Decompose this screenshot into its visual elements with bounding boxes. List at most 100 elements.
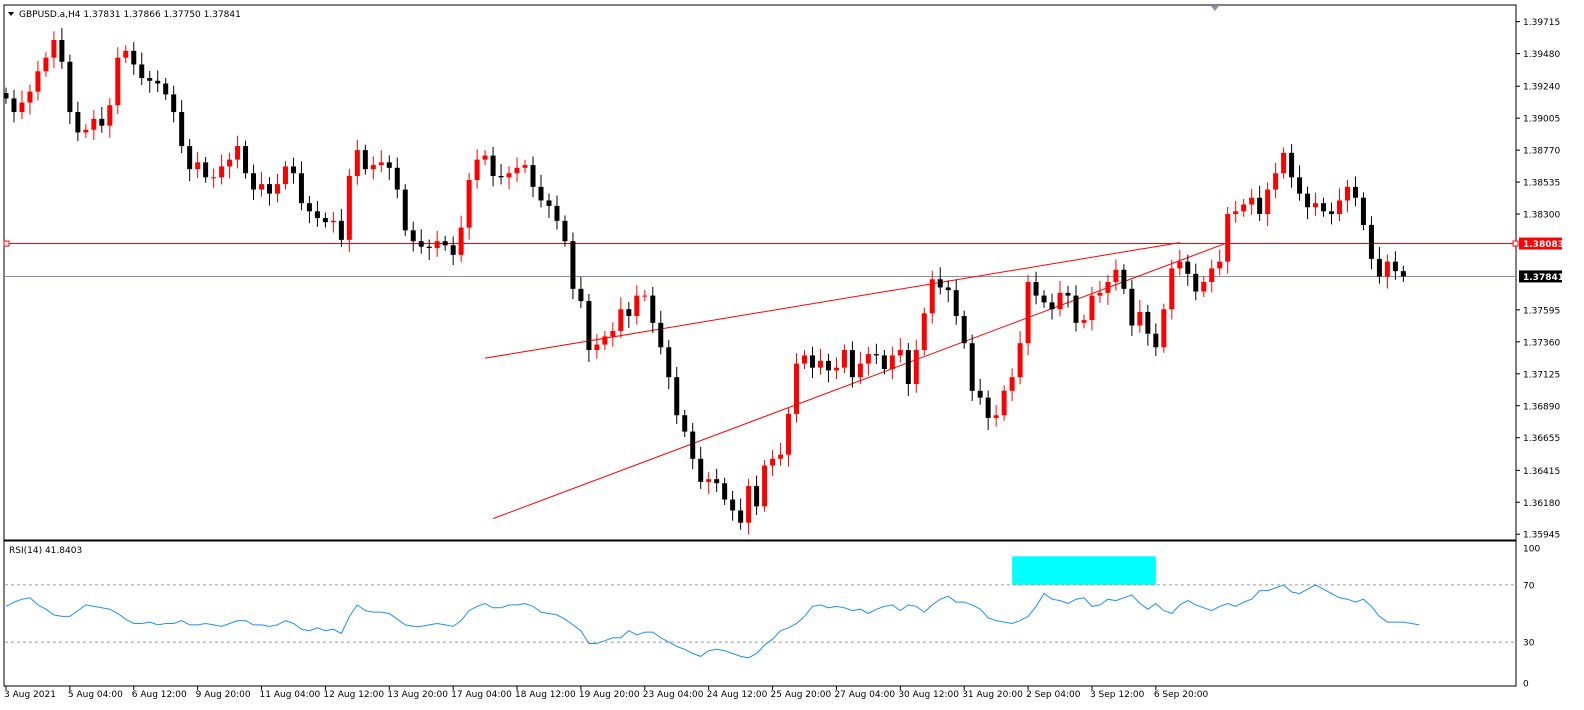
candle-body (274, 184, 280, 194)
candle (953, 279, 959, 325)
candle (1025, 274, 1031, 356)
candle-body (442, 241, 448, 246)
chart-shift-marker-icon[interactable] (1211, 6, 1219, 11)
time-tick-label: 23 Aug 04:00 (643, 690, 704, 700)
candle (570, 232, 576, 300)
candle (586, 293, 592, 362)
candle (1225, 206, 1231, 274)
candle (1049, 293, 1055, 320)
candle-body (107, 105, 113, 126)
time-tick-label: 3 Sep 12:00 (1090, 690, 1145, 700)
candle (1352, 176, 1358, 207)
time-tick-label: 25 Aug 20:00 (771, 690, 832, 700)
candle (1073, 285, 1079, 332)
candle-body (546, 200, 552, 206)
candle (410, 221, 416, 252)
candle-body (1073, 295, 1079, 323)
candle (1281, 147, 1287, 179)
price-tick-label: 1.35945 (1523, 531, 1560, 541)
candle-body (706, 479, 712, 482)
candle-body (1201, 282, 1207, 292)
candle-body (227, 159, 233, 167)
candle-body (953, 290, 959, 317)
candle-body (1153, 333, 1159, 348)
rsi-tick-label: 0 (1523, 680, 1529, 690)
candle (706, 472, 712, 494)
time-tick-label: 19 Aug 20:00 (579, 690, 640, 700)
candle-body (1017, 343, 1023, 378)
price-tick-label: 1.36655 (1523, 434, 1560, 444)
candle-body (386, 162, 392, 168)
candle-body (786, 413, 792, 455)
candle-body (762, 465, 768, 507)
candle (1233, 200, 1239, 223)
symbol-menu-icon[interactable] (8, 12, 14, 16)
candle (107, 98, 113, 138)
candle (506, 166, 512, 190)
candle (458, 215, 464, 262)
candle-body (139, 64, 145, 79)
candle (833, 357, 839, 380)
candle-body (1225, 214, 1231, 262)
candle (1145, 304, 1151, 346)
candle (426, 239, 432, 260)
candle (881, 350, 887, 375)
candle (778, 442, 784, 466)
candle (306, 196, 312, 224)
time-tick-label: 5 Aug 04:00 (68, 690, 123, 700)
candle (322, 212, 328, 228)
candle (578, 276, 584, 309)
rsi-tick-label: 70 (1523, 581, 1535, 591)
candle-body (426, 246, 432, 249)
level-handle-left[interactable] (3, 240, 10, 247)
candle (1129, 280, 1135, 336)
candle (19, 90, 25, 120)
level-price-label: 1.37841 (1523, 273, 1564, 283)
candle-body (59, 39, 65, 62)
candle (211, 168, 217, 188)
candle (43, 52, 49, 77)
candle (235, 135, 241, 169)
candle (634, 285, 640, 325)
candle (1360, 192, 1366, 231)
candle-body (897, 350, 903, 356)
candle (857, 351, 863, 385)
candle (802, 350, 807, 370)
candle-body (578, 288, 584, 302)
candle (674, 366, 680, 424)
candle-body (1249, 197, 1255, 205)
trendline[interactable] (485, 242, 1180, 359)
candle (1336, 188, 1342, 222)
candle (1321, 197, 1327, 217)
time-tick-label: 11 Aug 04:00 (260, 690, 321, 700)
level-price-label: 1.38083 (1523, 240, 1564, 250)
candle (474, 149, 480, 189)
candle (921, 307, 927, 356)
candle (1041, 290, 1047, 308)
level-handle-right[interactable] (1512, 240, 1519, 247)
candle (602, 330, 608, 351)
candle-body (817, 360, 823, 368)
price-tick-label: 1.36890 (1523, 402, 1560, 412)
candle-body (282, 166, 288, 185)
candle (434, 230, 440, 257)
time-tick-label: 12 Aug 12:00 (323, 690, 384, 700)
candle-body (1129, 288, 1135, 326)
candle (498, 163, 504, 185)
candle (849, 341, 855, 388)
candle-body (634, 295, 640, 317)
candle (27, 84, 33, 115)
price-tick-label: 1.37125 (1523, 370, 1560, 380)
candle-body (19, 102, 25, 113)
candle-body (754, 485, 760, 507)
candle-body (658, 322, 664, 348)
candle (91, 110, 97, 141)
candle (139, 52, 145, 86)
candle (618, 297, 624, 339)
candle (267, 177, 273, 206)
candle (1185, 254, 1191, 286)
rsi-highlight-box[interactable] (1012, 556, 1156, 585)
candle (825, 353, 831, 383)
candle-body (849, 350, 855, 378)
